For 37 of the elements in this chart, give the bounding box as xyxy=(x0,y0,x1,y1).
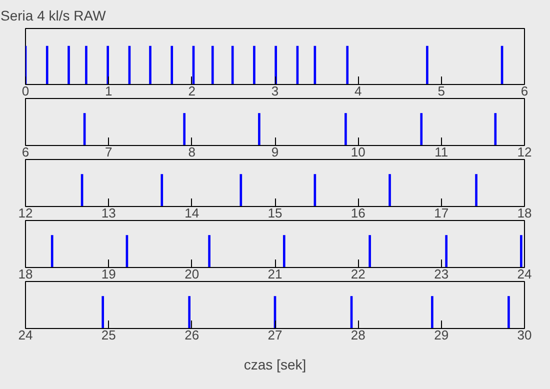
x-tick-label: 11 xyxy=(434,144,448,160)
x-tick-label: 27 xyxy=(268,328,282,342)
x-tick-label: 12 xyxy=(517,144,532,160)
x-tick-label: 29 xyxy=(434,328,449,342)
x-tick-label: 18 xyxy=(18,266,33,282)
x-tick-label: 26 xyxy=(184,328,200,342)
x-tick-label: 9 xyxy=(271,144,279,160)
x-tick-label: 15 xyxy=(268,206,282,220)
x-tick-label: 22 xyxy=(350,266,366,282)
x-tick-label: 24 xyxy=(18,328,33,342)
x-tick-label: 6 xyxy=(22,144,30,160)
chart-title: Seria 4 kl/s RAW xyxy=(0,8,107,24)
x-tick-label: 5 xyxy=(438,84,445,98)
x-tick-label: 13 xyxy=(101,206,116,220)
x-tick-label: 18 xyxy=(517,206,532,220)
x-tick-label: 19 xyxy=(101,266,116,282)
x-tick-label: 25 xyxy=(101,328,116,342)
x-tick-label: 16 xyxy=(350,206,366,220)
x-tick-label: 0 xyxy=(22,84,30,98)
x-tick-label: 24 xyxy=(517,266,532,282)
x-tick-label: 6 xyxy=(520,84,528,98)
x-tick-label: 4 xyxy=(354,84,362,98)
x-tick-label: 17 xyxy=(434,206,449,220)
x-tick-label: 28 xyxy=(350,328,366,342)
x-tick-label: 21 xyxy=(268,266,282,282)
x-tick-label: 14 xyxy=(184,206,200,220)
x-tick-label: 8 xyxy=(188,144,196,160)
x-tick-label: 3 xyxy=(271,84,279,98)
x-axis-title: czas [sek] xyxy=(244,356,306,372)
x-tick-label: 7 xyxy=(105,144,112,160)
x-tick-label: 10 xyxy=(350,144,366,160)
x-tick-label: 2 xyxy=(188,84,196,98)
x-tick-label: 1 xyxy=(105,84,112,98)
x-tick-label: 30 xyxy=(517,328,532,342)
x-tick-label: 12 xyxy=(18,206,33,220)
x-tick-label: 23 xyxy=(434,266,449,282)
x-tick-label: 20 xyxy=(184,266,200,282)
